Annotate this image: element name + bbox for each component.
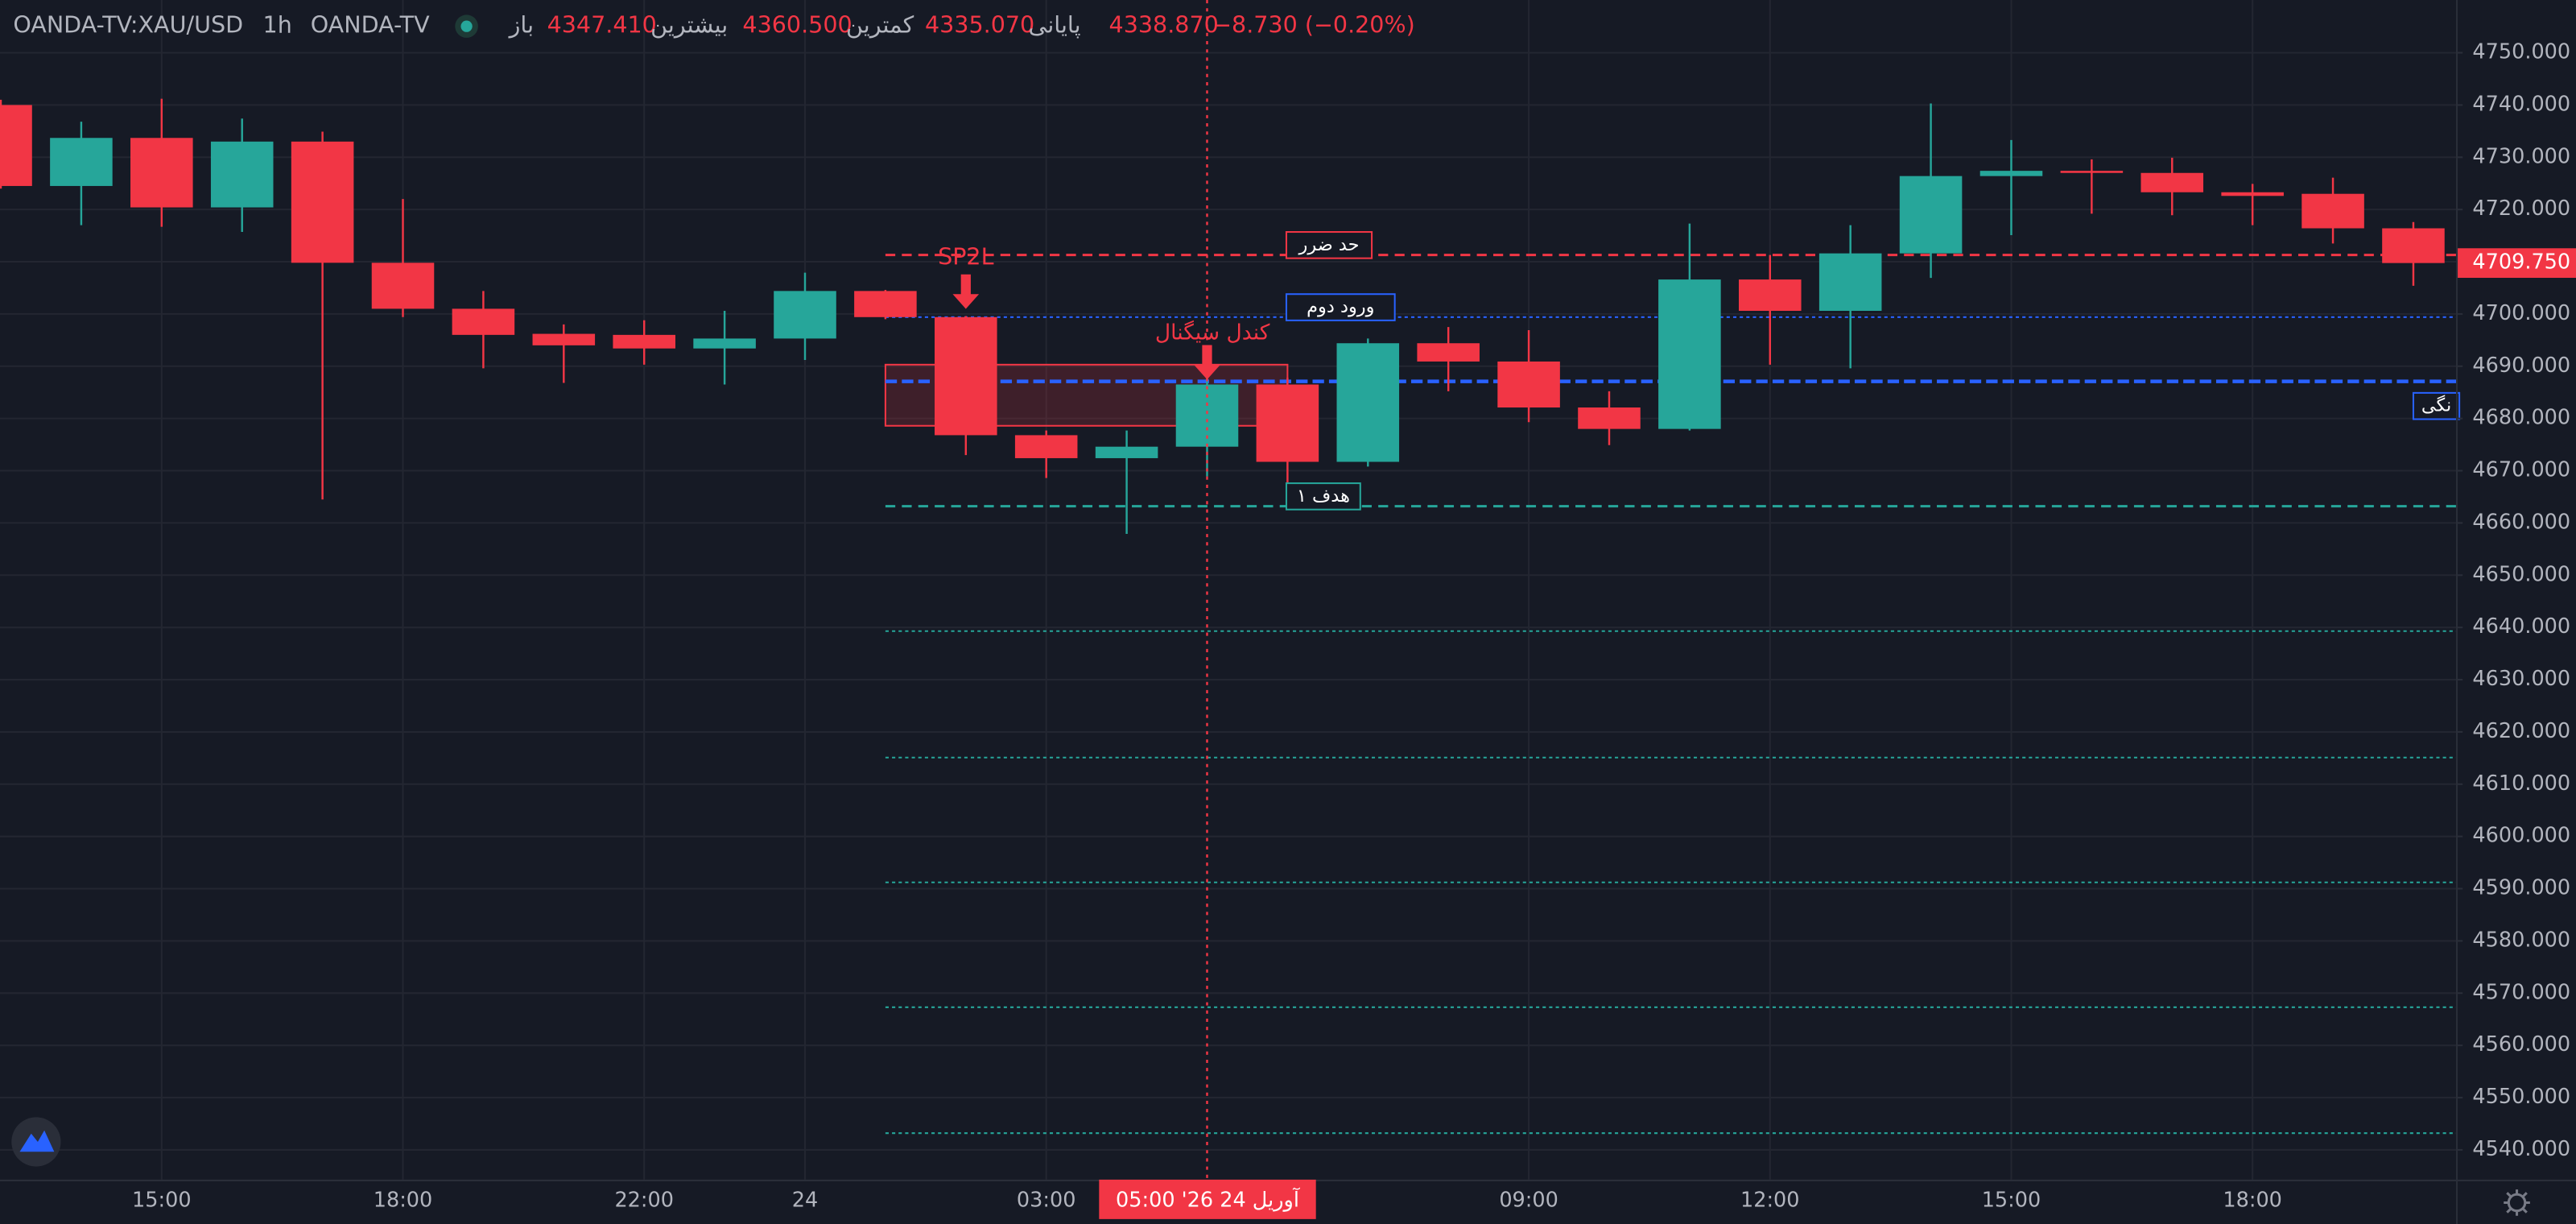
candle-body xyxy=(1497,361,1560,408)
level-label: حد ضرر xyxy=(1298,234,1359,255)
ohlc-value: 4360.500 xyxy=(742,11,852,39)
candle-body xyxy=(1739,279,1802,312)
candle-body xyxy=(1979,171,2043,176)
y-tick-label: 4750.000 xyxy=(2472,40,2570,64)
candle-body xyxy=(452,308,515,335)
candle-body xyxy=(1256,384,1319,462)
x-tick-label: 09:00 xyxy=(1499,1188,1558,1212)
y-tick-label: 4590.000 xyxy=(2472,876,2570,900)
candle-body xyxy=(693,338,756,349)
x-tick-label: 03:00 xyxy=(1017,1188,1076,1212)
y-tick-label: 4740.000 xyxy=(2472,92,2570,116)
logo-mark[interactable] xyxy=(19,1130,55,1152)
y-tick-label: 4730.000 xyxy=(2472,144,2570,168)
y-tick-label: 4540.000 xyxy=(2472,1137,2570,1161)
candle-body xyxy=(854,291,917,317)
x-tick-label: 24 xyxy=(792,1188,818,1212)
candle-body xyxy=(371,263,435,309)
y-tick-label: 4670.000 xyxy=(2472,458,2570,482)
source: OANDA-TV xyxy=(311,11,430,39)
y-tick-label: 4640.000 xyxy=(2472,614,2570,639)
y-tick-label: 4550.000 xyxy=(2472,1085,2570,1109)
y-tick-label: 4720.000 xyxy=(2472,196,2570,221)
level-label: نگی xyxy=(2421,395,2451,416)
x-tick-label: 18:00 xyxy=(374,1188,433,1212)
candle-body xyxy=(1899,176,1963,254)
x-tick-label: 12:00 xyxy=(1740,1188,1800,1212)
interval: 1h xyxy=(263,11,292,39)
grid xyxy=(0,0,2457,1180)
annotation: کندل سیگنال xyxy=(1155,320,1270,345)
y-tick-label: 4700.000 xyxy=(2472,301,2570,325)
y-tick-label: 4630.000 xyxy=(2472,667,2570,691)
candle-body xyxy=(1095,446,1158,458)
logo[interactable] xyxy=(11,1117,61,1167)
candle-body xyxy=(2301,193,2364,229)
x-tick-label: 15:00 xyxy=(1982,1188,2041,1212)
x-tick-label: 22:00 xyxy=(614,1188,674,1212)
ohlc-label: کمترین xyxy=(846,11,914,39)
ohlc-value: 4347.410 xyxy=(547,11,657,39)
y-tick-label: 4560.000 xyxy=(2472,1032,2570,1057)
y-tick-label: 4580.000 xyxy=(2472,928,2570,952)
candle-body xyxy=(2060,171,2124,173)
last-price-label: 4709.750 xyxy=(2472,250,2570,275)
ohlc-value: 4338.870 xyxy=(1109,11,1219,39)
candle-body xyxy=(2382,228,2445,263)
status-dot xyxy=(460,20,473,32)
crosshair-label: 05:00 '26 آوریل 24 xyxy=(1116,1187,1301,1212)
x-tick-label: 15:00 xyxy=(132,1188,192,1212)
candle-body xyxy=(210,141,274,208)
candle-body xyxy=(774,291,836,339)
candle-body xyxy=(1336,343,1400,462)
symbol: OANDA-TV:XAU/USD xyxy=(13,11,243,39)
ohlc-label: بیشترین xyxy=(650,11,728,39)
level-label-box xyxy=(1285,293,1396,321)
y-tick-label: 4680.000 xyxy=(2472,406,2570,430)
candle-body xyxy=(2221,192,2284,196)
y-tick-label: 4570.000 xyxy=(2472,980,2570,1004)
candle-body xyxy=(1014,435,1078,458)
candle-body xyxy=(2140,172,2204,192)
level-label: هدف ۱ xyxy=(1297,486,1350,507)
candle-body xyxy=(0,105,32,186)
ohlc-value: 4335.070 xyxy=(925,11,1034,39)
y-tick-label: 4620.000 xyxy=(2472,719,2570,743)
ohlc-label: باز xyxy=(508,11,534,39)
candle-body xyxy=(291,141,354,263)
y-tick-label: 4650.000 xyxy=(2472,562,2570,586)
level-label: ورود دوم xyxy=(1307,296,1374,317)
candle-body xyxy=(1578,407,1641,429)
candle-body xyxy=(1818,253,1882,312)
gear-teeth[interactable] xyxy=(2504,1189,2530,1216)
level-label-box xyxy=(2412,391,2461,420)
y-tick-label: 4600.000 xyxy=(2472,824,2570,848)
candle-body xyxy=(130,138,193,208)
y-tick-label: 4690.000 xyxy=(2472,354,2570,378)
candle-body xyxy=(613,334,675,349)
annotation-arrow xyxy=(952,274,980,309)
x-tick-label: 18:00 xyxy=(2223,1188,2282,1212)
level-label-box xyxy=(1285,482,1361,511)
last-price-box xyxy=(2458,248,2576,279)
ohlc-label: پایانی xyxy=(1029,11,1081,39)
crosshair-label-box xyxy=(1099,1179,1316,1219)
settings-button[interactable] xyxy=(2504,1189,2530,1216)
change: −8.730 (−0.20%) xyxy=(1212,11,1415,39)
candle-body xyxy=(532,333,596,345)
y-tick-label: 4660.000 xyxy=(2472,510,2570,534)
y-tick-label: 4610.000 xyxy=(2472,771,2570,796)
candle-body xyxy=(1417,343,1480,362)
level-label-box xyxy=(1285,231,1373,259)
annotation: SP2L xyxy=(938,242,994,270)
plot: حد ضرر ورود دوم نگی هدف ۱ SP2L کندل سیگنال xyxy=(0,0,2461,1180)
header: OANDA-TV:XAU/USD 1h OANDA-TV باز 4347.41… xyxy=(13,11,1414,39)
candle-body xyxy=(50,138,113,186)
candle-body xyxy=(935,316,997,436)
candle-body xyxy=(1658,279,1721,429)
